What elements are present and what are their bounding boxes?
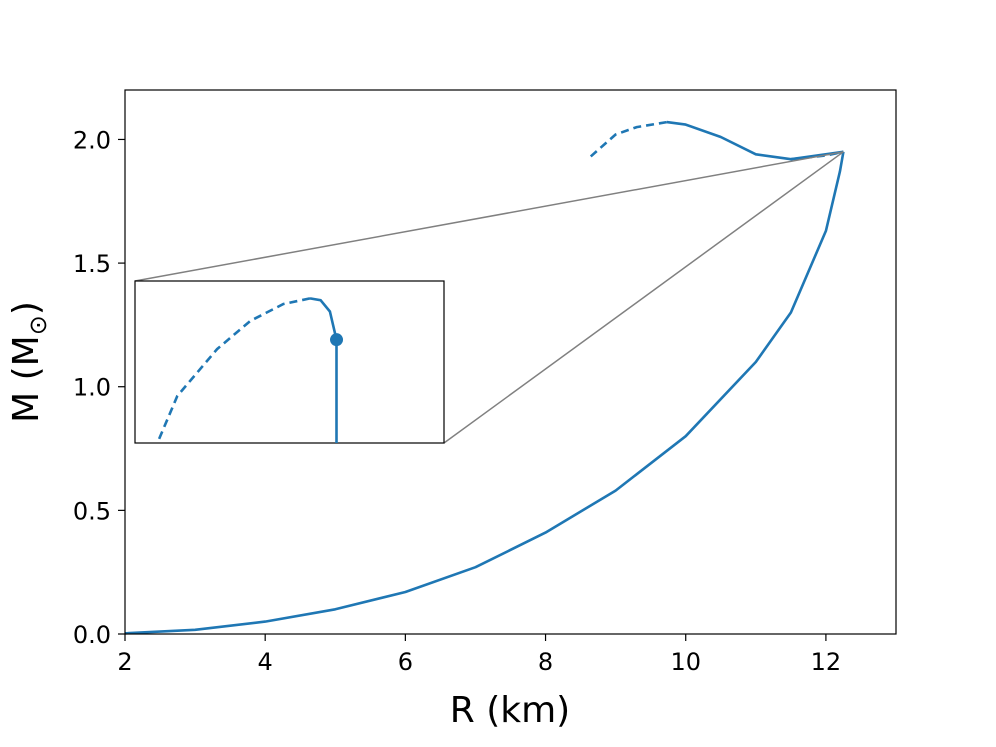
x-tick-label: 2 bbox=[117, 648, 132, 676]
y-tick-label: 0.0 bbox=[73, 621, 111, 649]
y-axis-label-close: ) bbox=[6, 301, 47, 315]
inset-frame bbox=[134, 280, 445, 444]
connector-line-top bbox=[134, 151, 844, 282]
y-tick-label: 1.0 bbox=[73, 374, 111, 402]
plot-area bbox=[124, 120, 845, 635]
x-tick-label: 6 bbox=[398, 648, 413, 676]
inset-series-solid bbox=[309, 297, 338, 443]
inset-marker-point bbox=[330, 333, 344, 347]
series-line-3-dashed bbox=[586, 120, 668, 161]
x-axis-ticks: 2 4 6 8 10 12 bbox=[117, 634, 841, 676]
y-axis-ticks: 0.0 0.5 1.0 1.5 2.0 bbox=[73, 126, 125, 649]
series-line-1-solid bbox=[124, 151, 845, 635]
series-line-2-solid bbox=[666, 120, 844, 161]
y-tick-label: 1.5 bbox=[73, 250, 111, 278]
axes-frame bbox=[124, 89, 897, 635]
y-tick-label: 0.5 bbox=[73, 497, 111, 525]
x-tick-label: 12 bbox=[811, 648, 842, 676]
y-axis-label: M (M⊙) bbox=[6, 301, 52, 423]
y-tick-label: 2.0 bbox=[73, 126, 111, 154]
x-tick-label: 4 bbox=[258, 648, 273, 676]
x-tick-label: 8 bbox=[538, 648, 553, 676]
inset-plot bbox=[156, 297, 344, 443]
x-tick-label: 10 bbox=[670, 648, 701, 676]
zoom-inset bbox=[134, 280, 445, 444]
y-axis-label-main: M (M bbox=[6, 335, 47, 423]
inset-connector-lines bbox=[134, 151, 844, 444]
x-axis-label: R (km) bbox=[450, 690, 570, 731]
y-axis-label-subscript: ⊙ bbox=[24, 315, 52, 335]
connector-line-bottom bbox=[443, 151, 844, 444]
